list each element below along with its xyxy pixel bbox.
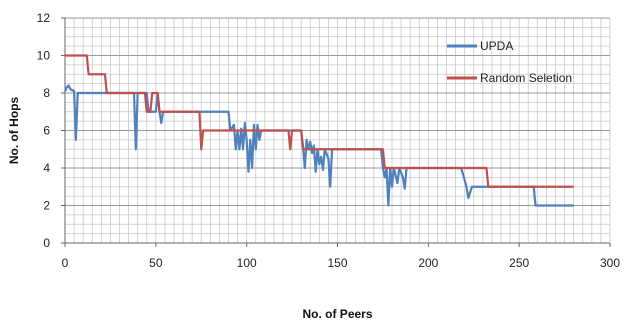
x-tick-label: 200 — [418, 256, 438, 270]
y-tick-label: 2 — [43, 199, 50, 213]
legend: UPDA Random Seletion — [447, 39, 572, 85]
y-axis-title: No. of Hops — [7, 97, 21, 165]
x-tick-label: 300 — [600, 256, 620, 270]
x-tick-label: 150 — [327, 256, 347, 270]
x-axis-ticks: 0 50 100 150 200 250 300 — [62, 243, 620, 270]
legend-label-random-seletion: Random Seletion — [480, 71, 572, 85]
x-tick-label: 0 — [62, 256, 69, 270]
x-tick-label: 250 — [509, 256, 529, 270]
y-tick-label: 4 — [43, 161, 50, 175]
y-axis-ticks: 0 2 4 6 8 10 12 — [37, 11, 65, 250]
grid — [65, 17, 611, 243]
x-tick-label: 100 — [237, 256, 257, 270]
x-axis-title: No. of Peers — [302, 307, 372, 321]
y-tick-label: 10 — [37, 49, 51, 63]
y-tick-label: 6 — [43, 124, 50, 138]
y-tick-label: 12 — [37, 11, 51, 25]
y-tick-label: 0 — [43, 236, 50, 250]
legend-label-upda: UPDA — [480, 39, 513, 53]
x-tick-label: 50 — [149, 256, 163, 270]
series-layer — [64, 54, 574, 207]
y-tick-label: 8 — [43, 86, 50, 100]
series-line-random-seletion — [65, 54, 574, 188]
